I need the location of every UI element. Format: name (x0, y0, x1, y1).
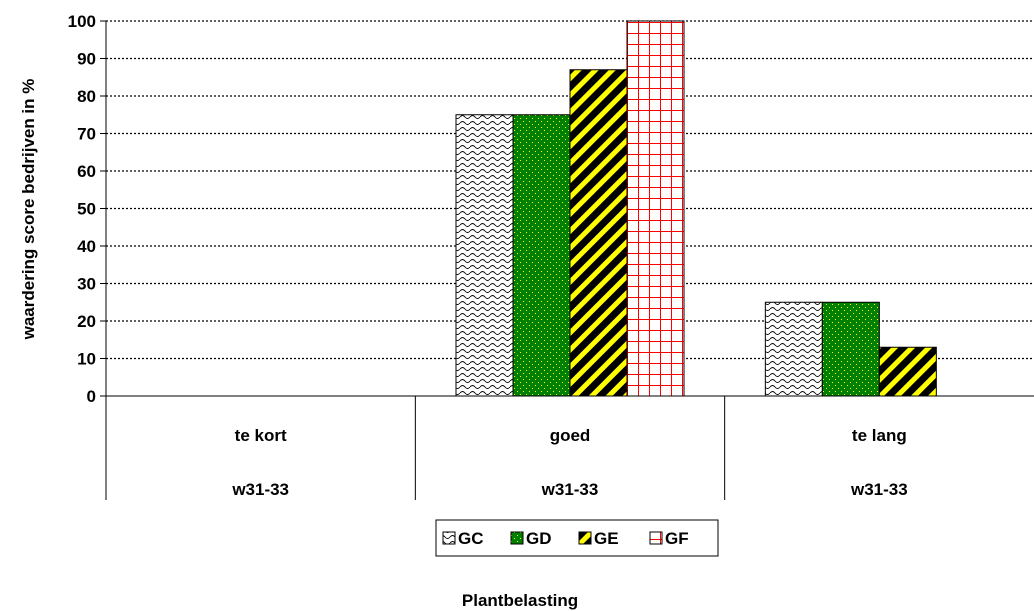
legend-label-GE: GE (594, 529, 619, 548)
x-tick-sublabel: w31-33 (231, 480, 289, 499)
y-tick-label: 100 (68, 12, 96, 31)
y-tick-label: 10 (77, 350, 96, 369)
legend-label-GF: GF (665, 529, 689, 548)
category-labels: te kort w31-33 goed w31-33 te lang w31-33 (231, 426, 907, 499)
y-tick-label: 90 (77, 50, 96, 69)
legend-label-GD: GD (526, 529, 552, 548)
y-axis-ticks: 0 10 20 30 40 50 60 70 80 90 100 (68, 12, 106, 406)
bar-GD-goed (512, 114, 571, 397)
x-tick-label: te lang (852, 426, 907, 445)
bars (455, 20, 937, 397)
bar-GE-te-lang (878, 346, 937, 397)
y-tick-label: 60 (77, 162, 96, 181)
bar-GC-goed (455, 114, 514, 397)
y-axis-title: waardering score bedrijven in % (19, 79, 38, 341)
x-axis-title: Plantbelasting (462, 591, 578, 610)
legend-label-GC: GC (458, 529, 484, 548)
bar-GC-te-lang (764, 301, 823, 397)
y-tick-label: 80 (77, 87, 96, 106)
axes (105, 21, 1034, 500)
y-tick-label: 70 (77, 125, 96, 144)
x-tick-label: goed (550, 426, 591, 445)
y-tick-label: 0 (87, 387, 96, 406)
bar-GD-te-lang (821, 301, 880, 397)
legend-box (435, 519, 719, 557)
legend-swatch-GF (649, 531, 663, 545)
x-tick-sublabel: w31-33 (541, 480, 599, 499)
legend-swatch-GD (510, 531, 524, 545)
legend: GC GD GE GF (435, 519, 719, 557)
y-tick-label: 40 (77, 237, 96, 256)
legend-swatch-GC (442, 531, 456, 545)
y-tick-label: 30 (77, 275, 96, 294)
x-tick-sublabel: w31-33 (850, 480, 908, 499)
y-tick-label: 20 (77, 312, 96, 331)
bar-GF-goed (626, 20, 685, 397)
x-tick-label: te kort (235, 426, 287, 445)
legend-swatch-GE (578, 531, 592, 545)
bar-GE-goed (569, 69, 628, 397)
y-tick-label: 50 (77, 200, 96, 219)
